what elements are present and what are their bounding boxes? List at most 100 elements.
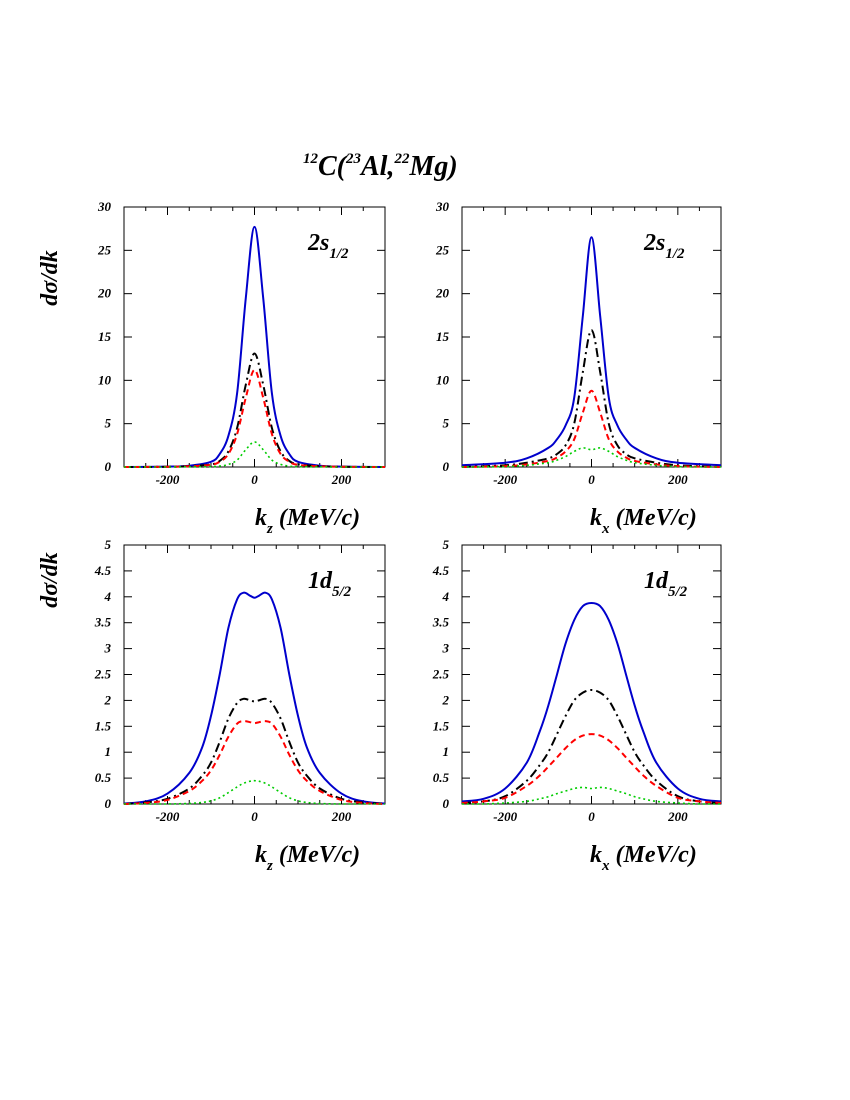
y-tick-label: 0.5	[433, 770, 450, 785]
y-tick-label: 20	[97, 286, 112, 301]
x-tick-label: 200	[331, 809, 352, 824]
series-line-dotted	[124, 779, 385, 805]
series-line-solid	[461, 601, 722, 803]
y-axis-title-top: dσ/dk	[37, 250, 63, 306]
title-sup-carbon: 12	[303, 151, 319, 167]
y-tick-label: 2.5	[94, 667, 112, 682]
y-tick-label: 5	[105, 416, 112, 431]
x-axis-title-sub: z	[266, 521, 273, 537]
y-tick-label: 2.5	[432, 667, 450, 682]
x-axis-title-main: k	[255, 842, 267, 868]
y-tick-label: 25	[97, 242, 112, 257]
panel-label: 2s1/2	[643, 230, 685, 262]
y-tick-label: 3.5	[94, 615, 112, 630]
panel-label-main: 1d	[644, 568, 669, 594]
y-axis-title-bottom: dσ/dk	[37, 552, 63, 608]
panel-label-sub: 5/2	[332, 584, 352, 600]
y-tick-label: 1.5	[433, 718, 450, 733]
series-line-dashed	[123, 368, 386, 468]
title-sup-mg: 22	[393, 151, 410, 167]
y-tick-label: 3.5	[432, 615, 450, 630]
y-tick-label: 0	[105, 459, 112, 474]
series-line-dashed	[123, 720, 386, 805]
x-tick-label: 0	[251, 472, 258, 487]
y-tick-label: 10	[98, 372, 112, 387]
series-line-dotted	[462, 786, 721, 805]
panel-2s-kz: -200 0 200 0 5 10 15 20 25 30 2s1/2 kz (MeV/c)	[97, 199, 386, 537]
x-tick-label: 200	[667, 472, 688, 487]
x-axis-title-sub: x	[601, 858, 610, 874]
y-tick-label: 3	[442, 641, 450, 656]
series-line-dashdot	[123, 697, 386, 805]
panel-label-sub: 1/2	[329, 246, 349, 262]
y-tick-label: 10	[436, 372, 450, 387]
panel-label-main: 2s	[643, 230, 665, 256]
x-axis-title-main: k	[255, 505, 267, 531]
series-line-dashdot	[123, 352, 386, 468]
x-tick-label: 200	[667, 809, 688, 824]
panel-label-sub: 1/2	[665, 246, 685, 262]
x-tick-label: 200	[331, 472, 352, 487]
x-tick-label: 0	[588, 472, 595, 487]
x-axis-title-sub: z	[266, 858, 273, 874]
y-tick-label: 4.5	[94, 563, 112, 578]
y-tick-label: 5	[443, 416, 450, 431]
x-axis-title-unit: (MeV/c)	[279, 842, 360, 868]
x-axis-title: kx (MeV/c)	[590, 842, 697, 874]
y-tick-label: 30	[435, 199, 450, 214]
series-line-solid	[123, 225, 386, 468]
y-tick-label: 2	[442, 692, 450, 707]
figure-title: 12C(23Al,22Mg)	[303, 151, 458, 182]
x-axis-title: kz (MeV/c)	[255, 505, 360, 537]
y-tick-label: 1	[105, 744, 112, 759]
y-tick-label: 25	[435, 242, 450, 257]
y-tick-label: 0	[443, 796, 450, 811]
x-axis-title-main: k	[590, 505, 602, 531]
title-part-carbon: C(	[318, 151, 348, 182]
title-part-mg: Mg)	[408, 151, 457, 182]
y-tick-label: 4	[104, 589, 112, 604]
y-tick-label: 1.5	[95, 718, 112, 733]
panel-label-main: 2s	[307, 230, 329, 256]
x-axis-title-unit: (MeV/c)	[279, 505, 360, 531]
series-line-dotted	[123, 441, 385, 468]
y-tick-label: 3	[104, 641, 112, 656]
panel-label-main: 1d	[308, 568, 333, 594]
panel-label: 2s1/2	[307, 230, 349, 262]
x-axis-title: kx (MeV/c)	[590, 505, 697, 537]
x-axis-title-unit: (MeV/c)	[616, 505, 697, 531]
y-tick-label: 15	[98, 329, 112, 344]
x-axis-title-main: k	[590, 842, 602, 868]
series-line-solid	[461, 236, 722, 467]
y-tick-label: 1	[443, 744, 450, 759]
x-tick-label: -200	[493, 472, 517, 487]
x-axis-title-unit: (MeV/c)	[616, 842, 697, 868]
y-tick-label: 4.5	[432, 563, 450, 578]
x-axis-title: kz (MeV/c)	[255, 842, 360, 874]
y-tick-label: 0.5	[95, 770, 112, 785]
panel-1d-kx: -200 0 200 0 0.5 1 1.5 2 2.5 3 3.5 4 4.5 5 1d5/2 kx (MeV…	[432, 537, 722, 874]
x-tick-label: -200	[156, 809, 180, 824]
series-line-dashed	[461, 389, 722, 468]
x-tick-label: -200	[493, 809, 517, 824]
panel-label-sub: 5/2	[668, 584, 688, 600]
y-tick-label: 20	[435, 286, 450, 301]
y-tick-label: 30	[97, 199, 112, 214]
panel-2s-kx: -200 0 200 0 5 10 15 20 25 30 2s1/2 kx (MeV/c)	[435, 199, 722, 537]
panel-label: 1d5/2	[644, 568, 688, 600]
x-axis-title-sub: x	[601, 521, 610, 537]
series-line-dashdot	[461, 688, 722, 804]
x-tick-label: -200	[156, 472, 180, 487]
y-tick-label: 4	[442, 589, 450, 604]
x-tick-label: 0	[588, 809, 595, 824]
panel-1d-kz: -200 0 200 0 0.5 1 1.5 2 2.5 3 3.5 4 4.5 5 1d5/2 kz (MeV…	[94, 537, 386, 874]
series-line-dashdot	[461, 329, 722, 468]
series-line-dashed	[461, 733, 722, 804]
x-tick-label: 0	[251, 809, 258, 824]
y-tick-label: 0	[105, 796, 112, 811]
series-line-solid	[123, 591, 386, 805]
y-tick-label: 0	[443, 459, 450, 474]
series-line-dotted	[461, 447, 722, 468]
y-tick-label: 15	[436, 329, 450, 344]
